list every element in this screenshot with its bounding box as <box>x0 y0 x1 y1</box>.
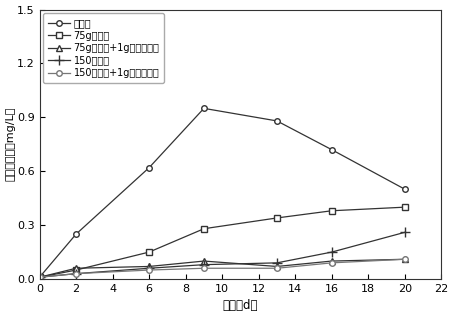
对照组 <box>74 232 79 236</box>
75g方解石+1g羟基磷灰石 <box>74 266 79 270</box>
150方解石+1g羟基磷灰石 <box>201 266 207 270</box>
75g方解石+1g羟基磷灰石 <box>402 257 408 261</box>
75g方解石 <box>201 227 207 231</box>
150方解石 <box>201 263 207 266</box>
75g方解石 <box>274 216 280 220</box>
150方解石+1g羟基磷灰石 <box>274 266 280 270</box>
150方解石 <box>274 261 280 265</box>
150方解石 <box>74 272 79 275</box>
150方解石+1g羟基磷灰石 <box>402 257 408 261</box>
150方解石 <box>402 231 408 234</box>
对照组 <box>146 166 152 169</box>
Line: 对照组: 对照组 <box>37 106 408 280</box>
对照组 <box>274 119 280 123</box>
Line: 150方解石: 150方解石 <box>35 227 410 282</box>
150方解石 <box>37 275 42 279</box>
75g方解石+1g羟基磷灰石 <box>201 259 207 263</box>
对照组 <box>402 187 408 191</box>
Line: 75g方解石: 75g方解石 <box>37 204 408 280</box>
150方解石+1g羟基磷灰石 <box>329 261 335 265</box>
对照组 <box>329 148 335 152</box>
75g方解石+1g羟基磷灰石 <box>329 259 335 263</box>
75g方解石+1g羟基磷灰石 <box>274 265 280 268</box>
Line: 75g方解石+1g羟基磷灰石: 75g方解石+1g羟基磷灰石 <box>37 257 408 280</box>
X-axis label: 时间（d）: 时间（d） <box>223 300 258 313</box>
75g方解石+1g羟基磷灰石 <box>37 275 42 279</box>
150方解石+1g羟基磷灰石 <box>74 272 79 275</box>
Y-axis label: 上覆水浓度（mg/L）: 上覆水浓度（mg/L） <box>5 107 15 182</box>
150方解石 <box>146 266 152 270</box>
150方解石 <box>329 250 335 254</box>
Legend: 对照组, 75g方解石, 75g方解石+1g羟基磷灰石, 150方解石, 150方解石+1g羟基磷灰石: 对照组, 75g方解石, 75g方解石+1g羟基磷灰石, 150方解石, 150… <box>44 13 164 83</box>
150方解石+1g羟基磷灰石 <box>146 268 152 272</box>
对照组 <box>201 107 207 110</box>
75g方解石 <box>329 209 335 213</box>
Line: 150方解石+1g羟基磷灰石: 150方解石+1g羟基磷灰石 <box>37 257 408 280</box>
对照组 <box>37 275 42 279</box>
75g方解石+1g羟基磷灰石 <box>146 265 152 268</box>
75g方解石 <box>402 205 408 209</box>
150方解石+1g羟基磷灰石 <box>37 275 42 279</box>
75g方解石 <box>146 250 152 254</box>
75g方解石 <box>74 268 79 272</box>
75g方解石 <box>37 275 42 279</box>
